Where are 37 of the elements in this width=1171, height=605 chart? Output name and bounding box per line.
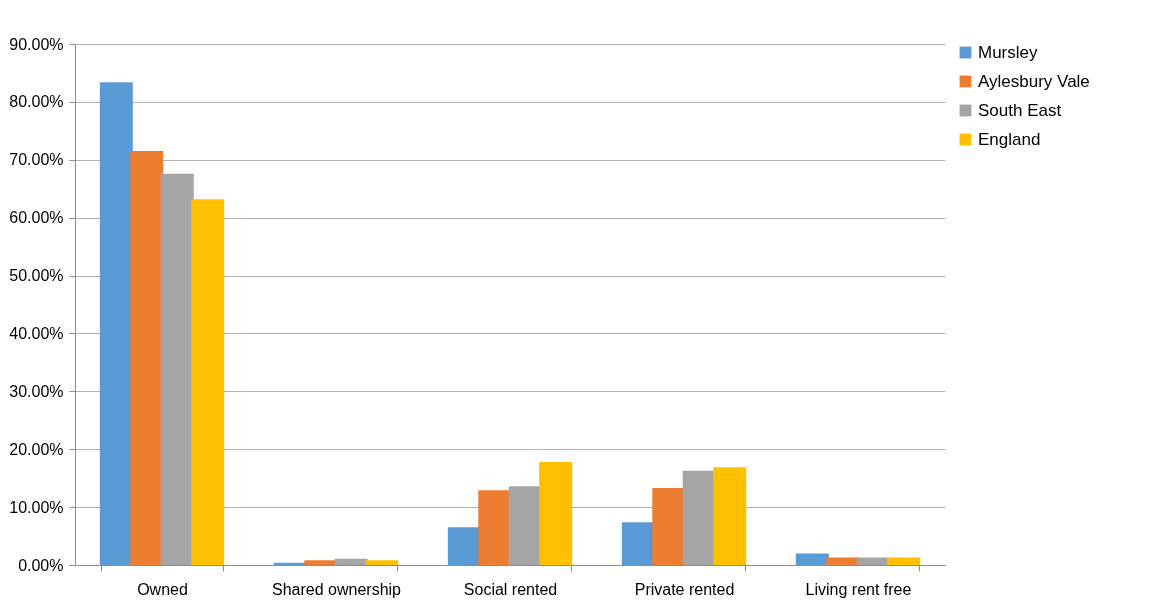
legend-label: South East [978,100,1062,120]
bar [508,486,542,565]
legend-label: Mursley [978,42,1039,62]
bar [447,527,481,565]
bar [887,557,921,565]
bar [652,488,686,565]
x-tick-label: Owned [137,580,188,598]
bar [539,461,573,565]
y-tick-label: 10.00% [9,498,64,516]
bar [191,199,225,565]
legend-label: England [978,129,1041,149]
bar [826,557,860,565]
y-tick-label: 60.00% [9,209,64,227]
bar [130,151,164,565]
legend-label: Aylesbury Vale [978,71,1090,91]
x-tick-label: Shared ownership [272,580,402,598]
bar [621,522,655,565]
y-tick-label: 90.00% [9,35,64,53]
y-tick-label: 30.00% [9,382,64,400]
bar [795,553,829,565]
y-tick-label: 0.00% [18,556,64,574]
bar [160,173,194,565]
y-tick-label: 70.00% [9,151,64,169]
bar [478,490,512,565]
x-tick-label: Private rented [634,580,735,598]
y-tick-label: 40.00% [9,324,64,342]
bar [713,467,747,565]
bar [365,560,399,565]
y-tick-label: 80.00% [9,93,64,111]
y-tick-label: 20.00% [9,440,64,458]
x-tick-label: Social rented [463,580,558,598]
x-tick-label: Living rent free [805,580,912,598]
y-tick-label: 50.00% [9,267,64,285]
bar [304,560,338,565]
bar [856,557,890,565]
bar [99,82,133,565]
bar [682,470,716,565]
